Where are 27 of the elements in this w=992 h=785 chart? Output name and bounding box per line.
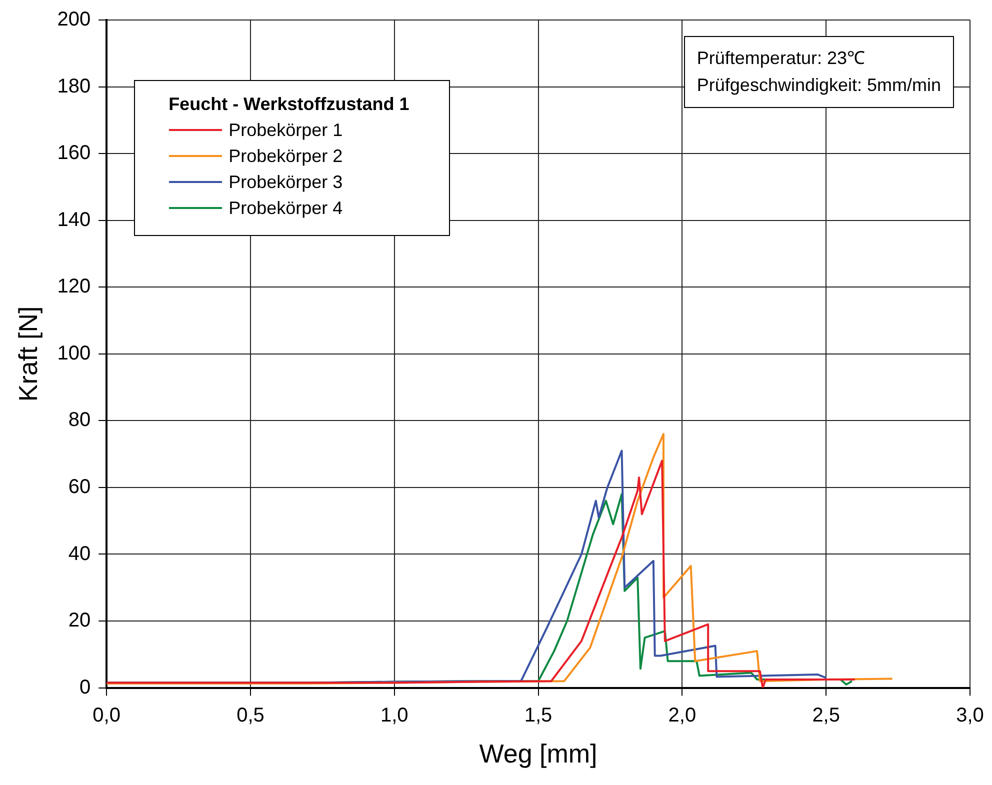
y-tick-label: 100: [57, 342, 91, 364]
y-tick-label: 0: [79, 676, 91, 698]
x-tick-label: 0,0: [92, 704, 120, 726]
y-tick-label: 120: [57, 276, 91, 298]
x-tick-label: 1,0: [380, 704, 408, 726]
x-tick-label: 3,0: [956, 704, 984, 726]
legend-label: Probekörper 4: [228, 197, 343, 220]
y-axis-title: Kraft [N]: [12, 306, 43, 402]
x-tick-label: 2,0: [668, 704, 696, 726]
legend-label: Probekörper 3: [228, 171, 343, 194]
legend-label: Probekörper 1: [228, 119, 343, 142]
legend-title: Feucht - Werkstoffzustand 1: [168, 93, 410, 116]
y-tick-label: 180: [57, 75, 91, 98]
y-tick-label: 200: [57, 8, 91, 31]
annotation: Prüfgeschwindigkeit: 5mm/min: [696, 74, 941, 97]
x-axis-title: Weg [mm]: [479, 738, 598, 769]
legend-label: Probekörper 2: [228, 145, 343, 168]
x-tick-label: 1,5: [524, 704, 552, 726]
annotation: Prüftemperatur: 23℃: [696, 47, 866, 70]
y-tick-label: 140: [57, 208, 91, 231]
y-tick-label: 160: [57, 142, 91, 164]
y-tick-label: 80: [68, 409, 91, 432]
y-tick-label: 60: [68, 476, 91, 498]
x-tick-label: 2,5: [812, 704, 840, 726]
y-tick-label: 40: [68, 542, 91, 565]
x-tick-label: 0,5: [236, 704, 264, 726]
y-tick-label: 20: [68, 610, 91, 632]
